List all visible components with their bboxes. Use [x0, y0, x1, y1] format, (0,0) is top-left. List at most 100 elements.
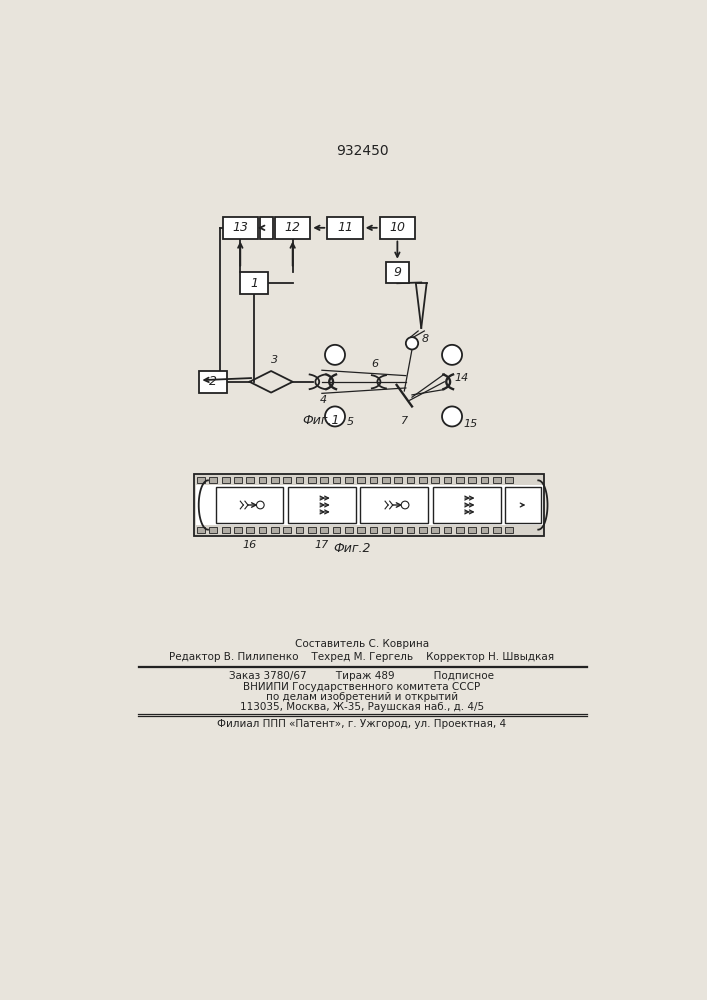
Bar [370, 477, 378, 483]
Bar [223, 217, 258, 239]
Bar [260, 217, 273, 239]
Text: 14: 14 [455, 373, 469, 383]
Text: 5: 5 [346, 417, 354, 427]
Bar [357, 527, 365, 533]
Bar [481, 477, 489, 483]
Text: 12: 12 [285, 221, 300, 234]
Bar [196, 485, 543, 525]
Bar [320, 527, 328, 533]
Text: 1: 1 [250, 277, 258, 290]
Bar [271, 527, 279, 533]
Text: 16: 16 [243, 540, 257, 550]
Bar [407, 477, 414, 483]
Bar [345, 477, 353, 483]
Bar [296, 527, 303, 533]
Bar [320, 477, 328, 483]
Text: 6: 6 [371, 359, 379, 369]
Text: Филиал ППП «Патент», г. Ужгород, ул. Проектная, 4: Филиал ППП «Патент», г. Ужгород, ул. Про… [217, 719, 506, 729]
Circle shape [401, 501, 409, 509]
Bar [209, 477, 217, 483]
Bar [222, 527, 230, 533]
Bar [234, 527, 242, 533]
Bar [357, 477, 365, 483]
Text: ВНИИПИ Государственного комитета СССР: ВНИИПИ Государственного комитета СССР [243, 682, 481, 692]
Text: 7: 7 [401, 416, 408, 426]
Bar [382, 477, 390, 483]
Text: 932450: 932450 [336, 144, 388, 158]
Bar [468, 527, 476, 533]
Bar [456, 477, 464, 483]
Bar [327, 217, 363, 239]
Bar [506, 477, 513, 483]
Circle shape [325, 406, 345, 426]
Bar [506, 527, 513, 533]
Bar [456, 527, 464, 533]
Bar [506, 487, 542, 523]
Bar [361, 487, 428, 523]
Text: 9: 9 [393, 266, 402, 279]
Text: 15: 15 [464, 419, 478, 429]
Text: Заказ 3780/67         Тираж 489            Подписное: Заказ 3780/67 Тираж 489 Подписное [230, 671, 494, 681]
Bar [296, 477, 303, 483]
Bar [288, 487, 356, 523]
Bar [493, 527, 501, 533]
Bar [443, 477, 451, 483]
Bar [284, 527, 291, 533]
Bar [333, 527, 340, 533]
Circle shape [257, 501, 264, 509]
Bar [284, 477, 291, 483]
Bar [222, 477, 230, 483]
Bar [345, 527, 353, 533]
Bar [247, 527, 254, 533]
Bar [433, 487, 501, 523]
Text: 113035, Москва, Ж-35, Раушская наб., д. 4/5: 113035, Москва, Ж-35, Раушская наб., д. … [240, 702, 484, 712]
Bar [199, 371, 227, 393]
Bar [197, 477, 205, 483]
Bar [382, 527, 390, 533]
Bar [259, 477, 267, 483]
Text: Редактор В. Пилипенко    Техред М. Гергель    Корректор Н. Швыдкая: Редактор В. Пилипенко Техред М. Гергель … [170, 652, 554, 662]
Bar [395, 527, 402, 533]
Text: 10: 10 [390, 221, 405, 234]
Bar [468, 477, 476, 483]
Bar [240, 272, 268, 294]
Text: Фиг.1: Фиг.1 [303, 414, 340, 427]
Text: Составитель С. Коврина: Составитель С. Коврина [295, 639, 429, 649]
Circle shape [442, 406, 462, 426]
Bar [216, 487, 284, 523]
Bar [431, 477, 439, 483]
Text: 13: 13 [233, 221, 248, 234]
Bar [395, 477, 402, 483]
Bar [275, 217, 310, 239]
Circle shape [406, 337, 418, 349]
Bar [419, 527, 426, 533]
Text: 8: 8 [421, 334, 428, 344]
Bar [380, 217, 415, 239]
Text: по делам изобретений и открытий: по делам изобретений и открытий [266, 692, 458, 702]
Bar [194, 474, 544, 536]
Bar [493, 477, 501, 483]
Bar [333, 477, 340, 483]
Bar [443, 527, 451, 533]
Bar [259, 527, 267, 533]
Bar [271, 477, 279, 483]
Bar [197, 527, 205, 533]
Bar [234, 477, 242, 483]
Bar [386, 262, 409, 283]
Bar [419, 477, 426, 483]
Circle shape [442, 345, 462, 365]
Text: Фиг.2: Фиг.2 [333, 542, 370, 555]
Bar [431, 527, 439, 533]
Bar [247, 477, 254, 483]
Text: 4: 4 [320, 395, 327, 405]
Text: 2: 2 [209, 375, 217, 388]
Bar [481, 527, 489, 533]
Text: 3: 3 [271, 355, 278, 365]
Text: 11: 11 [337, 221, 353, 234]
Circle shape [325, 345, 345, 365]
Bar [308, 527, 316, 533]
Bar [370, 527, 378, 533]
Bar [407, 527, 414, 533]
Bar [308, 477, 316, 483]
Text: 17: 17 [315, 540, 329, 550]
